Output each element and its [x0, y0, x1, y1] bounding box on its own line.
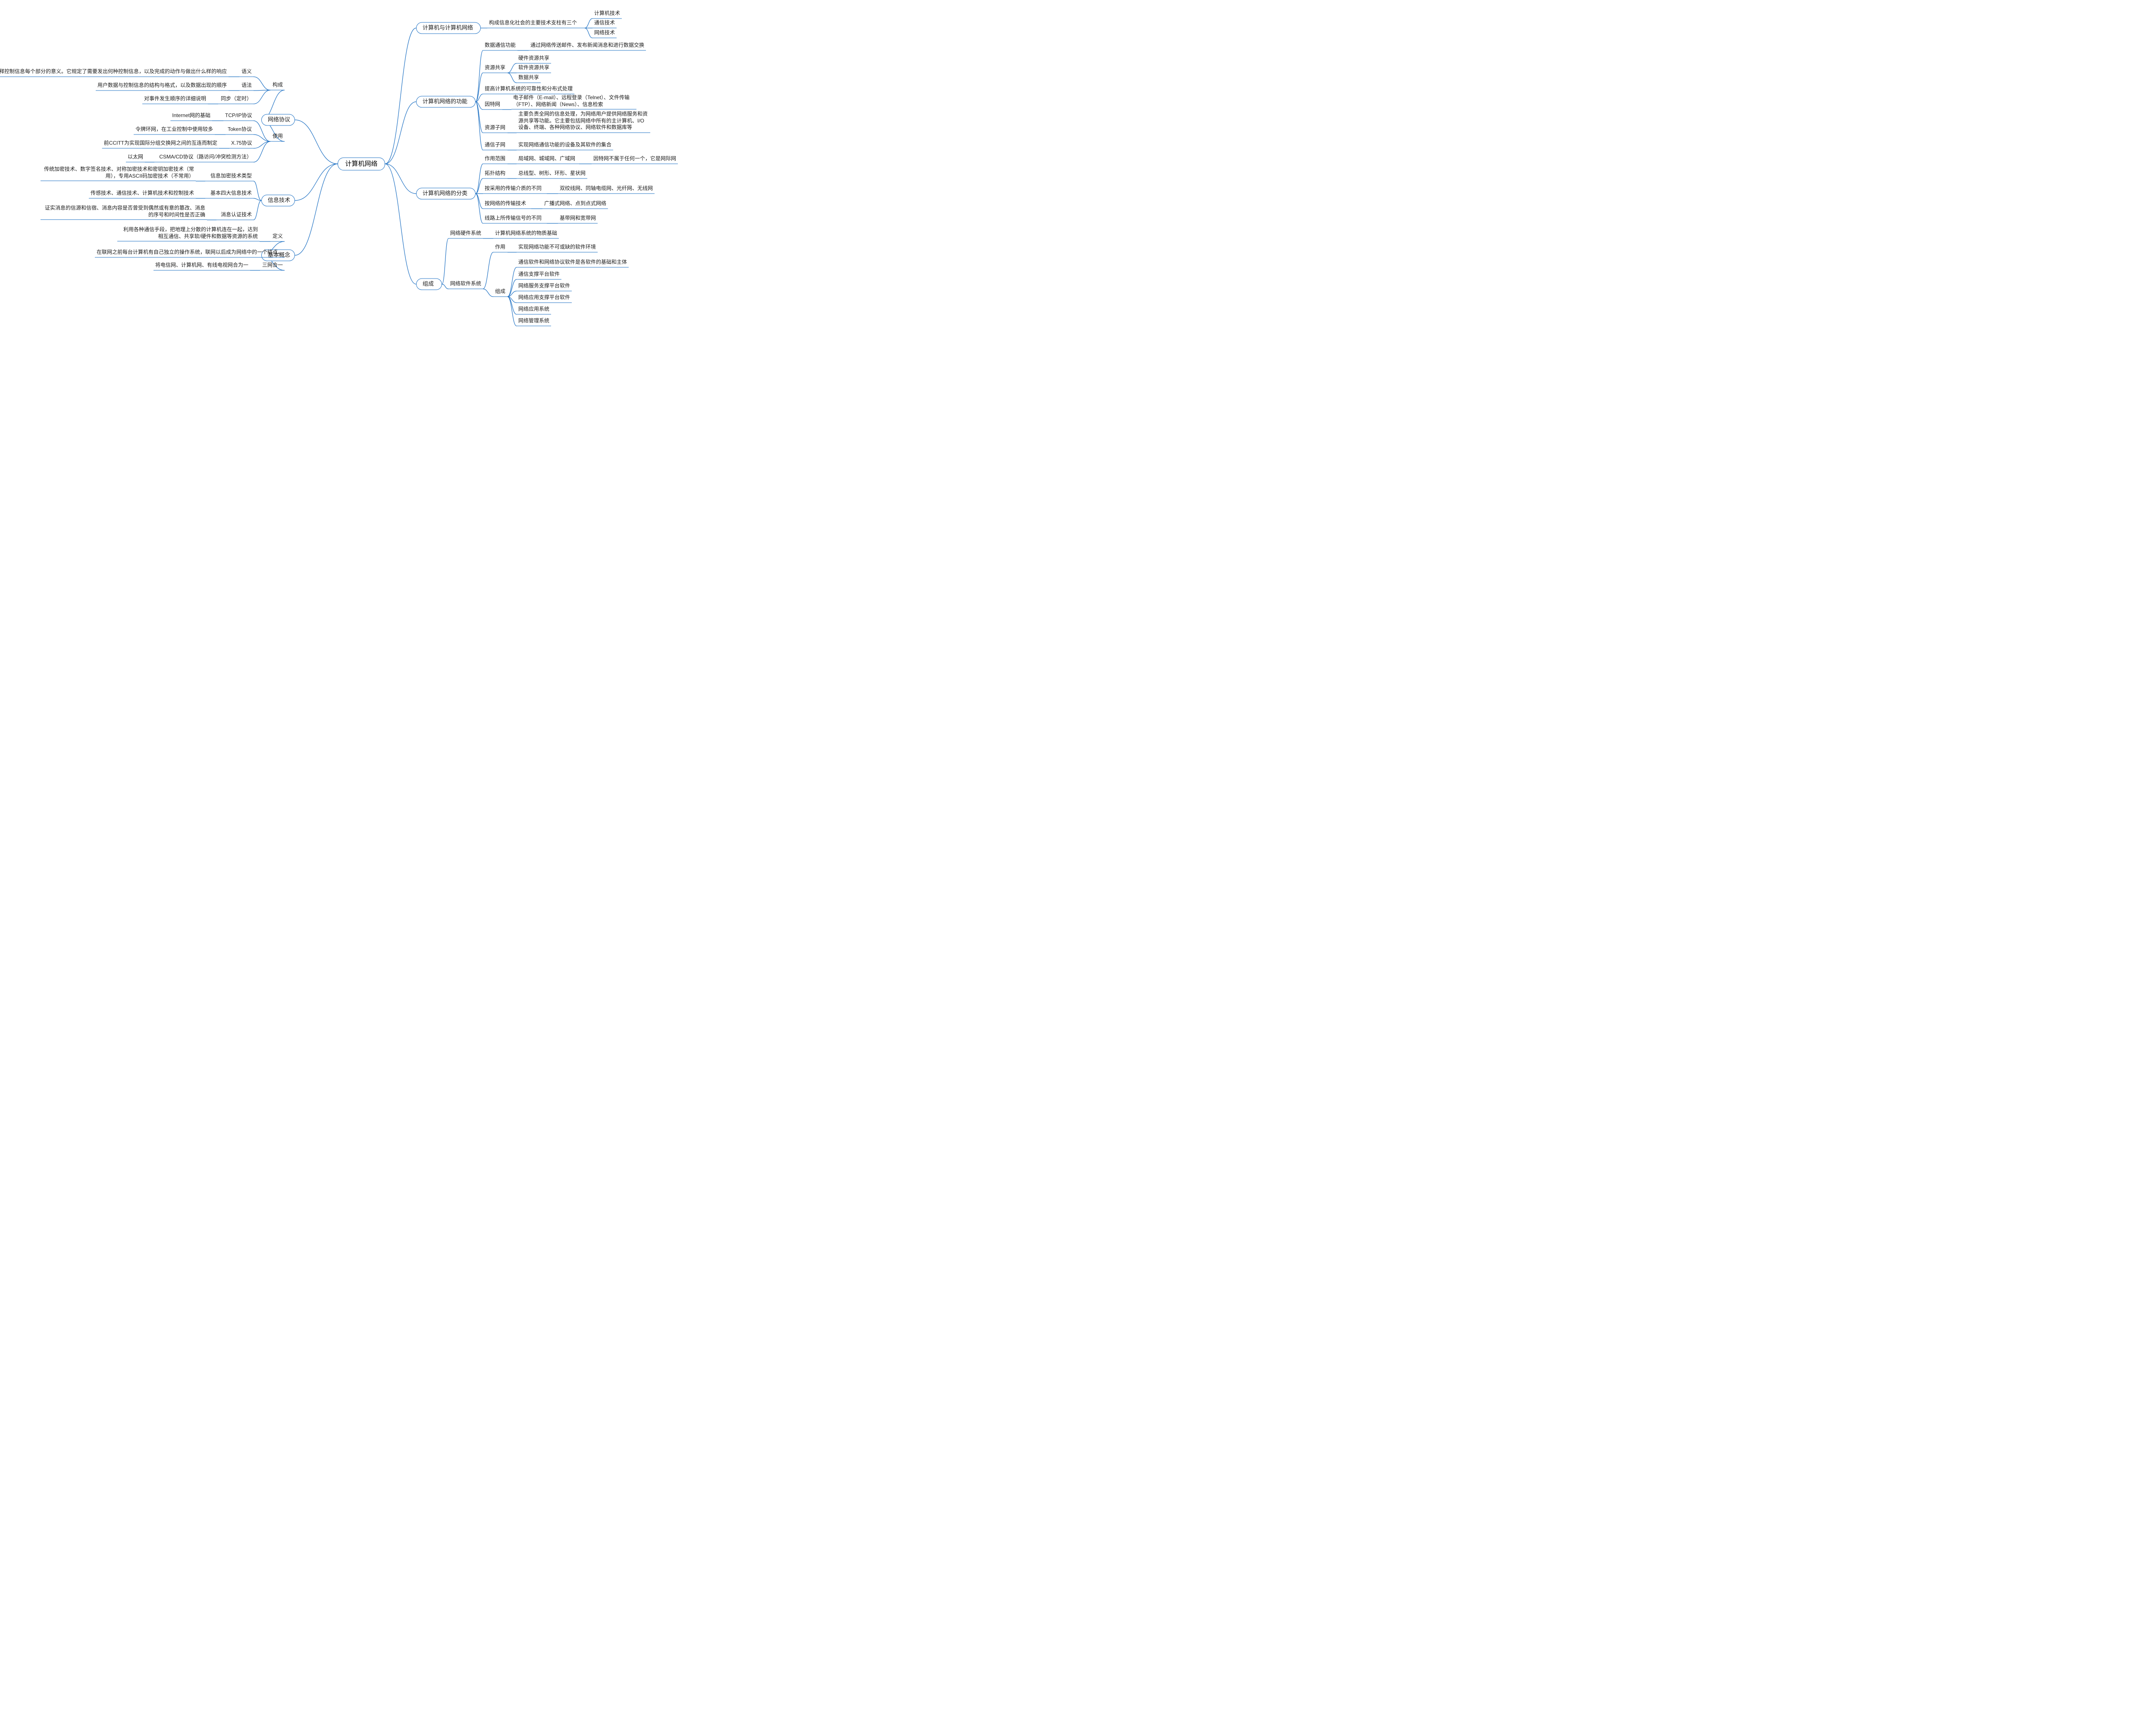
node-root: 计算机网络 — [338, 157, 385, 170]
node-r2a: 数据通信功能 — [483, 41, 517, 50]
node-l3c: 三网合一 — [260, 261, 285, 270]
node-l1b2a: 令牌环网，在工业控制中使用较多 — [134, 125, 215, 135]
node-l2c: 消息认证技术 — [216, 210, 254, 220]
node-l1b3: X.75协议 — [229, 139, 254, 148]
node-r3d: 按网络的传输技术 — [483, 199, 531, 209]
node-l2a: 信息加密技术类型 — [205, 172, 254, 181]
node-r3d1: 广播式网络、点到点式网络 — [542, 199, 608, 209]
node-l1b4a: 以太网 — [126, 153, 145, 162]
node-l1b4: CSMA/CD协议（路访问/冲突检测方法） — [154, 153, 254, 162]
node-r3c1: 双绞线网、同轴电缆网、光纤网、无线网 — [558, 184, 655, 194]
node-r2f: 通信子网 — [483, 141, 508, 150]
node-l2b1: 传感技术、通信技术、计算机技术和控制技术 — [89, 189, 196, 198]
node-r3c: 按采用的传输介质的不同 — [483, 184, 547, 194]
node-l1a2: 语法 — [239, 81, 254, 91]
node-l2c1: 证实消息的信源和信宿、消息内容是否曾受到偶然或有意的篡改、消息的序号和时间性是否… — [41, 204, 207, 220]
node-r1a1: 计算机技术 — [592, 9, 622, 19]
node-l1a3a: 对事件发生顺序的详细说明 — [142, 94, 208, 104]
node-r2b3: 数据共享 — [517, 73, 541, 83]
node-r4b2d: 网络应用支撑平台软件 — [517, 293, 572, 303]
node-r2a1: 通过网络传送邮件、发布新闻消息和进行数据交换 — [529, 41, 646, 50]
node-r4b: 网络软件系统 — [448, 279, 483, 289]
node-r2f1: 实现网络通信功能的设备及其软件的集合 — [517, 141, 613, 150]
node-r2d: 因特网 — [483, 100, 502, 110]
node-r2b1: 硬件资源共享 — [517, 54, 551, 63]
node-l1a1: 语义 — [239, 67, 254, 77]
node-l1b3a: 前CCITT为实现国际分组交换网之间的互连而制定 — [102, 139, 219, 148]
node-r4b1a: 实现网络功能不可或缺的软件环境 — [517, 243, 598, 252]
node-r2b2: 软件资源共享 — [517, 63, 551, 73]
node-r4a: 网络硬件系统 — [448, 229, 483, 238]
node-r2e1: 主要负责全网的信息处理，为网络用户提供网络服务和资源共享等功能。它主要包括网络中… — [517, 110, 650, 133]
node-l1a: 构成 — [270, 81, 285, 90]
node-r2: 计算机网络的功能 — [416, 96, 476, 108]
node-l1b2: Token协议 — [226, 125, 254, 135]
mindmap-canvas: 计算机网络 计算机与计算机网络构成信息化社会的主要技术支柱有三个计算机技术通信技术… — [0, 0, 673, 343]
node-r2d1: 电子邮件（E-mail）、远程登录（Telnet）、文件传输（FTP）、网络新闻… — [511, 94, 636, 110]
node-r4b2c: 网络服务支撑平台软件 — [517, 282, 572, 291]
node-l1a2a: 用户数据与控制信息的结构与格式，以及数据出现的顺序 — [96, 81, 229, 91]
node-r1a: 构成信息化社会的主要技术支柱有三个 — [487, 19, 585, 28]
node-l3a1: 利用各种通信手段，把地理上分散的计算机连在一起，达到相互通信、共享软/硬件和数据… — [117, 226, 260, 241]
node-r2e: 资源子网 — [483, 123, 508, 133]
node-r4: 组成 — [416, 279, 442, 290]
node-l1a1a: 解释控制信息每个部分的意义。它规定了需要发出何种控制信息，以及完成的动作与做出什… — [0, 67, 229, 77]
node-r4a1: 计算机网络系统的物质基础 — [493, 229, 559, 238]
node-r4b2f: 网络管理系统 — [517, 316, 551, 326]
node-r3: 计算机网络的分类 — [416, 188, 476, 200]
node-r3b: 拓扑结构 — [483, 169, 508, 179]
node-r3e1: 基带网和宽带网 — [558, 214, 598, 223]
node-r1a3: 网络技术 — [592, 28, 617, 38]
node-l1a3: 同步（定时） — [218, 94, 254, 104]
node-r3a: 作用范围 — [483, 154, 508, 164]
node-r4b2b: 通信支撑平台软件 — [517, 270, 561, 279]
node-r3a1a: 因特网不属于任何一个，它是网际网 — [592, 154, 678, 164]
node-l2: 信息技术 — [261, 195, 295, 207]
node-l3c1: 将电信网、计算机网、有线电视网合为一 — [154, 261, 250, 270]
node-r3b1: 总线型、树形、环形、星状网 — [517, 169, 587, 179]
node-r2b: 资源共享 — [483, 63, 508, 73]
node-l1: 网络协议 — [261, 114, 295, 126]
node-r4b2: 组成 — [493, 287, 508, 297]
node-r1a2: 通信技术 — [592, 19, 617, 28]
node-r2c: 提高计算机系统的可靠性和分布式处理 — [483, 85, 574, 94]
node-r4b2e: 网络应用系统 — [517, 305, 551, 314]
node-l3b: 在联网之前每台计算机有自己独立的操作系统，联网以后成为网络中的一个结点。 — [95, 248, 285, 257]
node-r3a1: 局域网、城域网、广域网 — [517, 154, 579, 164]
node-r4b2a: 通信软件和网络协议软件是各软件的基础和主体 — [517, 258, 629, 267]
node-r3e: 线路上所传输信号的不同 — [483, 214, 547, 223]
node-l1b1: TCP/IP协议 — [223, 111, 254, 121]
node-r1: 计算机与计算机网络 — [416, 22, 481, 34]
node-l2b: 基本四大信息技术 — [205, 189, 254, 198]
node-l1b: 使用 — [270, 132, 285, 141]
node-l1b1a: Internet网的基础 — [170, 111, 212, 121]
node-l3a: 定义 — [270, 232, 285, 241]
node-r4b1: 作用 — [493, 243, 508, 252]
node-l2a1: 传统加密技术、数字签名技术、对称加密技术和密钥加密技术（常用），专用ASCII码… — [41, 165, 196, 181]
